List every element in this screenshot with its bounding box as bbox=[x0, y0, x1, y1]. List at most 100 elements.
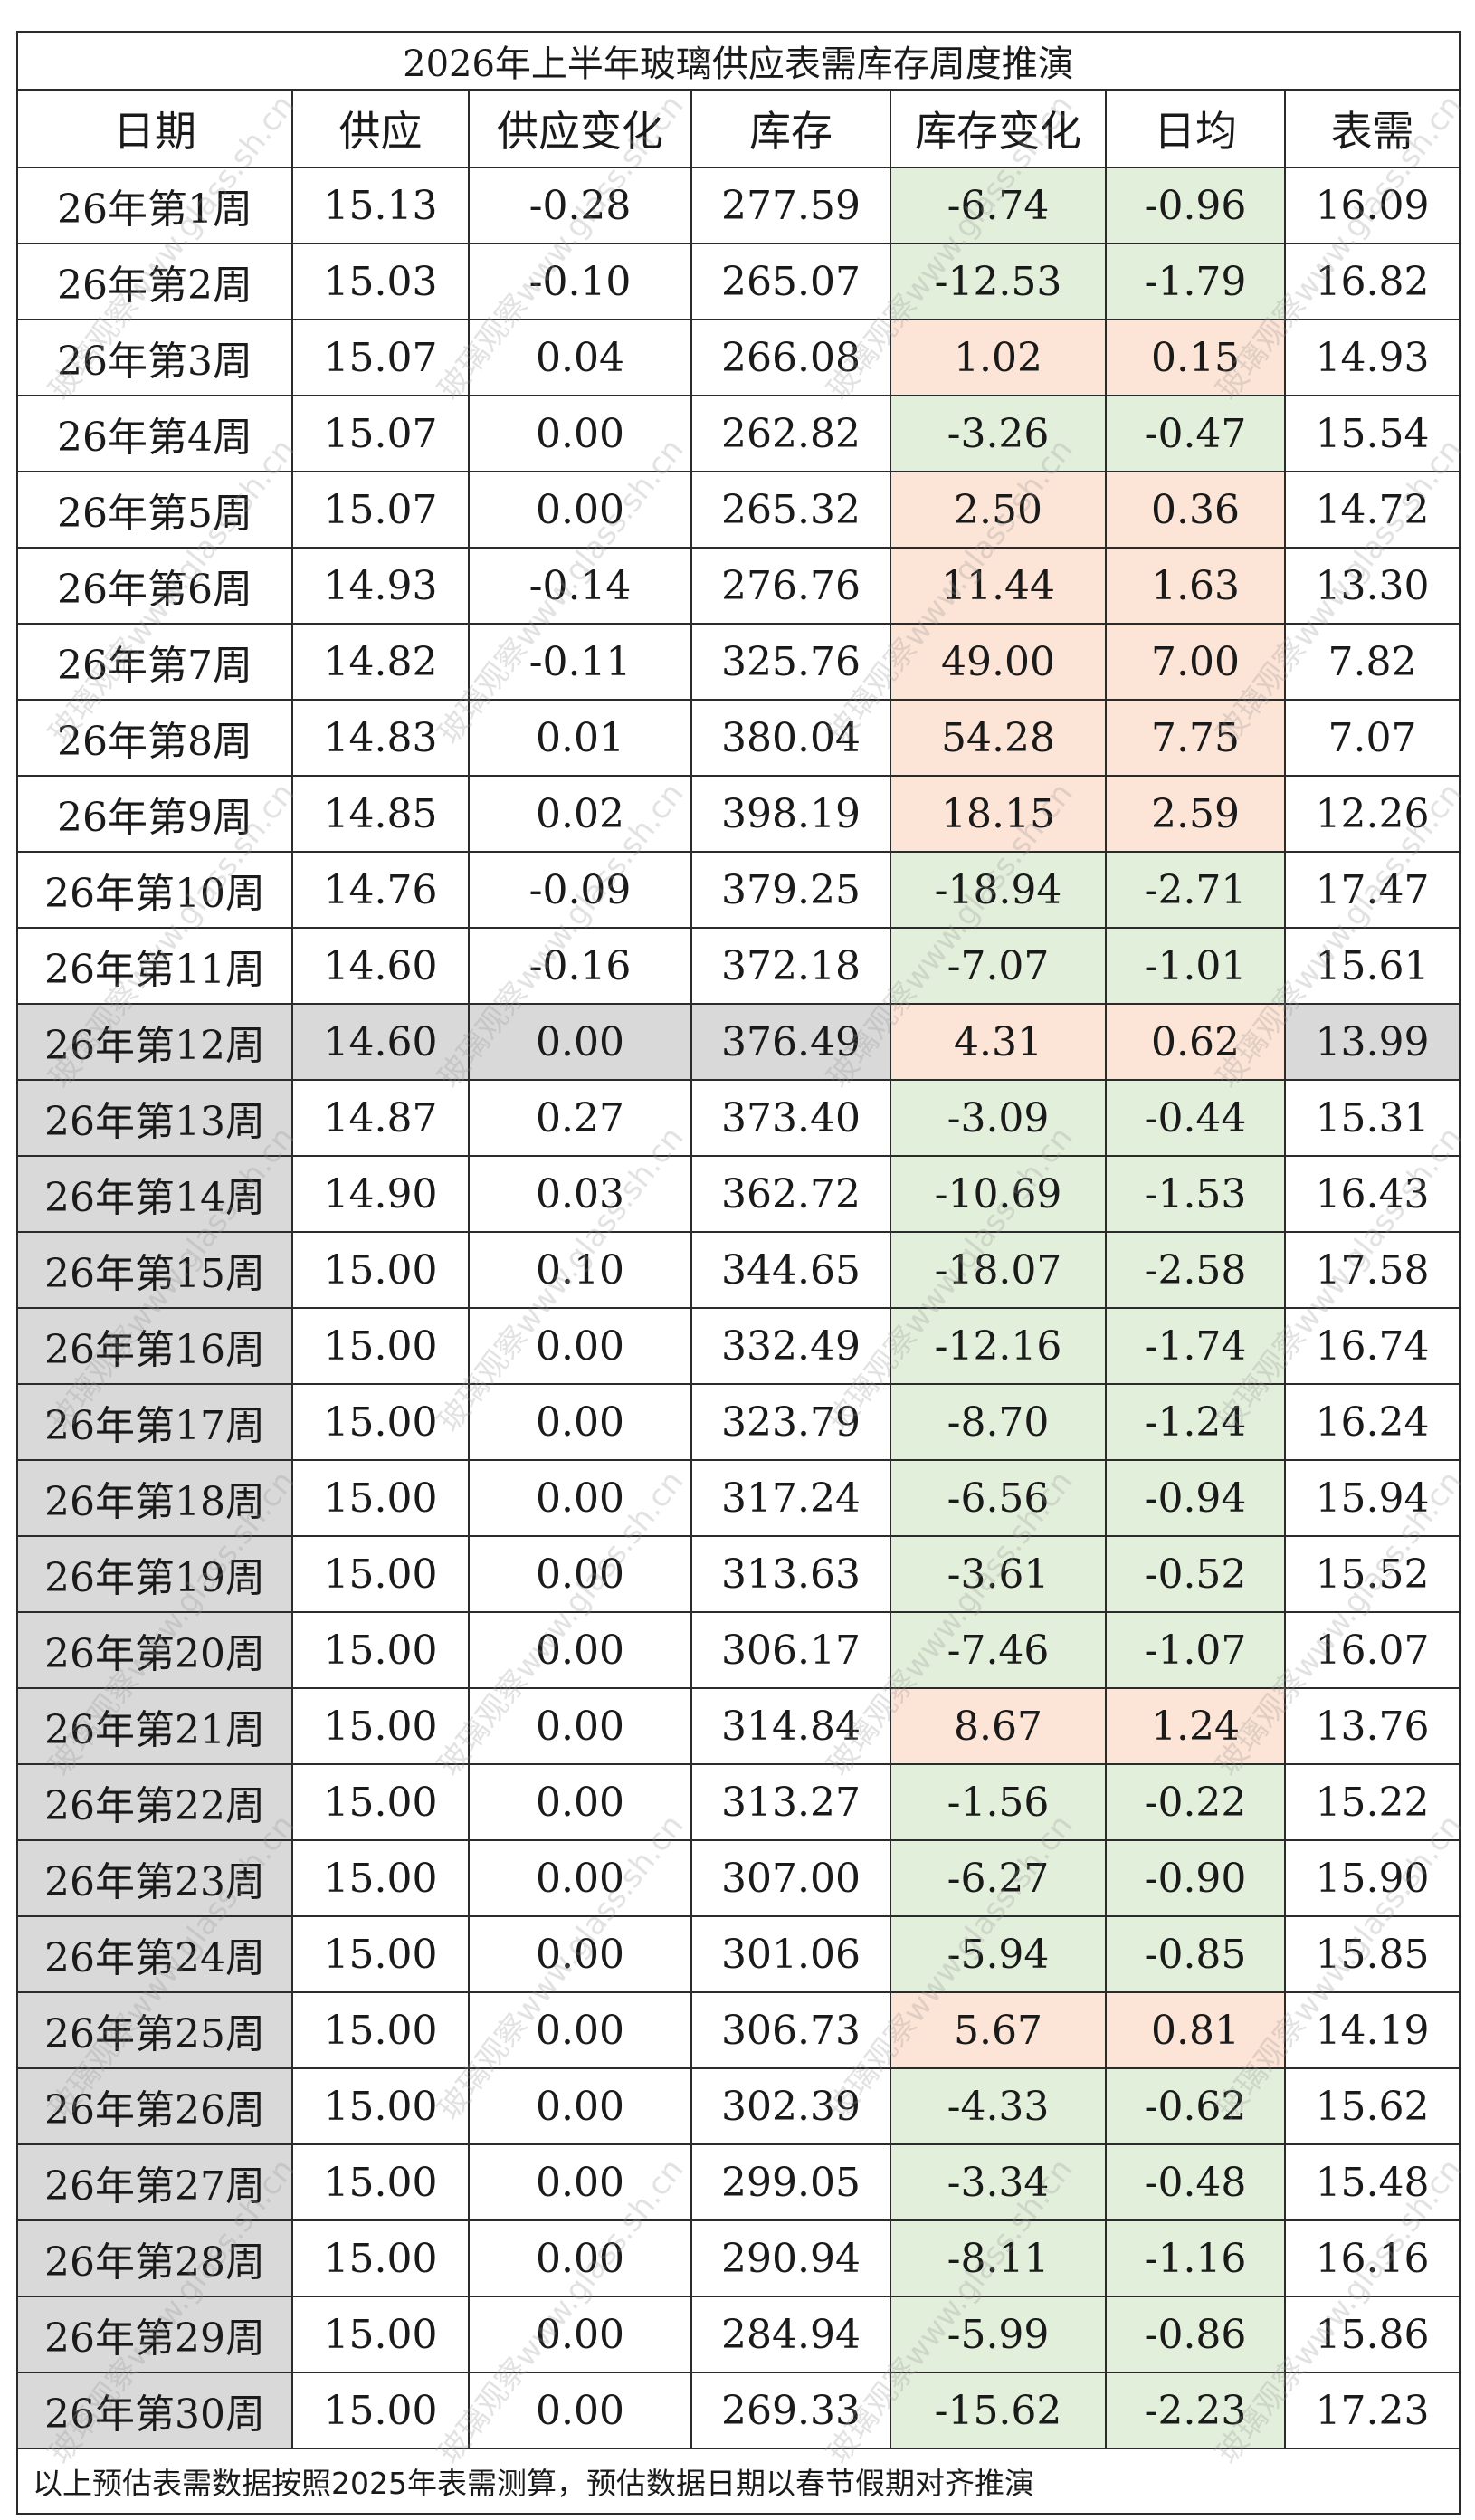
cell-inventory: 277.59 bbox=[690, 167, 891, 244]
cell-supply-change: -0.28 bbox=[468, 167, 692, 244]
cell-inventory: 290.94 bbox=[690, 2219, 891, 2297]
cell-supply-change: 0.04 bbox=[468, 319, 692, 396]
cell-daily-average: 0.81 bbox=[1105, 1991, 1286, 2069]
table-row: 26年第1周 15.13 -0.28 277.59 -6.74 -0.96 16.09 bbox=[16, 167, 1461, 244]
cell-inventory-change: -3.26 bbox=[890, 395, 1107, 472]
table-title: 2026年上半年玻璃供应表需库存周度推演 bbox=[15, 31, 1461, 91]
cell-daily-average: 1.24 bbox=[1105, 1687, 1286, 1765]
cell-apparent-demand: 7.82 bbox=[1283, 623, 1461, 701]
cell-supply-change: -0.10 bbox=[468, 243, 692, 320]
cell-daily-average: -2.58 bbox=[1105, 1231, 1286, 1309]
cell-apparent-demand: 15.62 bbox=[1283, 2067, 1461, 2145]
table-row: 26年第18周 15.00 0.00 317.24 -6.56 -0.94 15.94 bbox=[16, 1459, 1461, 1537]
cell-supply-change: -0.11 bbox=[468, 623, 692, 701]
table-row: 26年第8周 14.83 0.01 380.04 54.28 7.75 7.07 bbox=[16, 699, 1461, 777]
table-row: 26年第14周 14.90 0.03 362.72 -10.69 -1.53 16.43 bbox=[16, 1155, 1461, 1233]
cell-supply-change: 0.00 bbox=[468, 1003, 692, 1081]
cell-date: 26年第13周 bbox=[16, 1079, 293, 1157]
cell-supply-change: 0.00 bbox=[468, 1459, 692, 1537]
cell-inventory: 362.72 bbox=[690, 1155, 891, 1233]
cell-date: 26年第7周 bbox=[16, 623, 293, 701]
cell-apparent-demand: 15.86 bbox=[1283, 2296, 1461, 2373]
cell-daily-average: -0.90 bbox=[1105, 1839, 1286, 1917]
cell-supply: 15.13 bbox=[291, 167, 470, 244]
cell-inventory-change: -8.11 bbox=[890, 2219, 1107, 2297]
cell-supply: 14.76 bbox=[291, 851, 470, 929]
cell-apparent-demand: 14.19 bbox=[1283, 1991, 1461, 2069]
cell-daily-average: -0.48 bbox=[1105, 2143, 1286, 2221]
cell-date: 26年第16周 bbox=[16, 1307, 293, 1385]
cell-inventory: 265.07 bbox=[690, 243, 891, 320]
cell-supply: 15.07 bbox=[291, 471, 470, 549]
table-row: 26年第28周 15.00 0.00 290.94 -8.11 -1.16 16.16 bbox=[16, 2219, 1461, 2297]
table-row: 26年第20周 15.00 0.00 306.17 -7.46 -1.07 16.07 bbox=[16, 1611, 1461, 1689]
cell-daily-average: -0.86 bbox=[1105, 2296, 1286, 2373]
cell-supply-change: 0.00 bbox=[468, 2296, 692, 2373]
cell-daily-average: -1.79 bbox=[1105, 243, 1286, 320]
cell-inventory-change: 54.28 bbox=[890, 699, 1107, 777]
cell-supply-change: 0.00 bbox=[468, 2067, 692, 2145]
cell-daily-average: -1.74 bbox=[1105, 1307, 1286, 1385]
cell-supply: 15.00 bbox=[291, 2143, 470, 2221]
cell-daily-average: -0.85 bbox=[1105, 1915, 1286, 1993]
cell-supply-change: 0.00 bbox=[468, 2372, 692, 2449]
cell-supply: 15.07 bbox=[291, 395, 470, 472]
cell-supply-change: 0.03 bbox=[468, 1155, 692, 1233]
cell-inventory-change: -7.46 bbox=[890, 1611, 1107, 1689]
cell-inventory: 306.17 bbox=[690, 1611, 891, 1689]
cell-date: 26年第19周 bbox=[16, 1535, 293, 1613]
cell-apparent-demand: 16.43 bbox=[1283, 1155, 1461, 1233]
cell-supply: 15.00 bbox=[291, 1611, 470, 1689]
cell-daily-average: -0.62 bbox=[1105, 2067, 1286, 2145]
cell-date: 26年第9周 bbox=[16, 775, 293, 853]
cell-date: 26年第11周 bbox=[16, 927, 293, 1005]
footnote: 以上预估表需数据按照2025年表需测算，预估数据日期以春节假期对齐推演 bbox=[15, 2448, 1461, 2515]
header-daily-average: 日均 bbox=[1105, 89, 1286, 168]
cell-inventory: 380.04 bbox=[690, 699, 891, 777]
cell-supply-change: 0.27 bbox=[468, 1079, 692, 1157]
cell-date: 26年第10周 bbox=[16, 851, 293, 929]
cell-supply: 14.93 bbox=[291, 547, 470, 625]
cell-inventory-change: -18.94 bbox=[890, 851, 1107, 929]
cell-inventory: 398.19 bbox=[690, 775, 891, 853]
cell-apparent-demand: 17.23 bbox=[1283, 2372, 1461, 2449]
cell-inventory-change: 5.67 bbox=[890, 1991, 1107, 2069]
table-row: 26年第7周 14.82 -0.11 325.76 49.00 7.00 7.82 bbox=[16, 623, 1461, 701]
cell-apparent-demand: 14.93 bbox=[1283, 319, 1461, 396]
cell-inventory: 373.40 bbox=[690, 1079, 891, 1157]
header-apparent-demand: 表需 bbox=[1283, 89, 1461, 168]
cell-inventory: 299.05 bbox=[690, 2143, 891, 2221]
cell-supply-change: 0.00 bbox=[468, 1383, 692, 1461]
cell-inventory: 301.06 bbox=[690, 1915, 891, 1993]
cell-supply: 15.00 bbox=[291, 1687, 470, 1765]
cell-inventory-change: -15.62 bbox=[890, 2372, 1107, 2449]
cell-supply-change: 0.00 bbox=[468, 1535, 692, 1613]
cell-supply: 15.00 bbox=[291, 1763, 470, 1841]
cell-apparent-demand: 16.74 bbox=[1283, 1307, 1461, 1385]
cell-inventory-change: 11.44 bbox=[890, 547, 1107, 625]
cell-inventory-change: 1.02 bbox=[890, 319, 1107, 396]
cell-inventory: 376.49 bbox=[690, 1003, 891, 1081]
cell-supply: 14.90 bbox=[291, 1155, 470, 1233]
cell-inventory: 262.82 bbox=[690, 395, 891, 472]
table-row: 26年第15周 15.00 0.10 344.65 -18.07 -2.58 17.58 bbox=[16, 1231, 1461, 1309]
title-row: 2026年上半年玻璃供应表需库存周度推演 bbox=[15, 31, 1461, 91]
cell-inventory-change: -1.56 bbox=[890, 1763, 1107, 1841]
cell-inventory-change: -5.94 bbox=[890, 1915, 1107, 1993]
cell-inventory-change: -8.70 bbox=[890, 1383, 1107, 1461]
cell-supply: 15.00 bbox=[291, 2067, 470, 2145]
cell-daily-average: -1.53 bbox=[1105, 1155, 1286, 1233]
cell-apparent-demand: 15.22 bbox=[1283, 1763, 1461, 1841]
cell-inventory-change: -6.27 bbox=[890, 1839, 1107, 1917]
cell-date: 26年第4周 bbox=[16, 395, 293, 472]
cell-date: 26年第24周 bbox=[16, 1915, 293, 1993]
cell-daily-average: -1.16 bbox=[1105, 2219, 1286, 2297]
table-row: 26年第9周 14.85 0.02 398.19 18.15 2.59 12.26 bbox=[16, 775, 1461, 853]
cell-daily-average: 2.59 bbox=[1105, 775, 1286, 853]
cell-apparent-demand: 17.47 bbox=[1283, 851, 1461, 929]
table-row: 26年第6周 14.93 -0.14 276.76 11.44 1.63 13.30 bbox=[16, 547, 1461, 625]
cell-inventory: 306.73 bbox=[690, 1991, 891, 2069]
cell-inventory-change: 2.50 bbox=[890, 471, 1107, 549]
cell-inventory: 313.27 bbox=[690, 1763, 891, 1841]
cell-daily-average: -0.22 bbox=[1105, 1763, 1286, 1841]
